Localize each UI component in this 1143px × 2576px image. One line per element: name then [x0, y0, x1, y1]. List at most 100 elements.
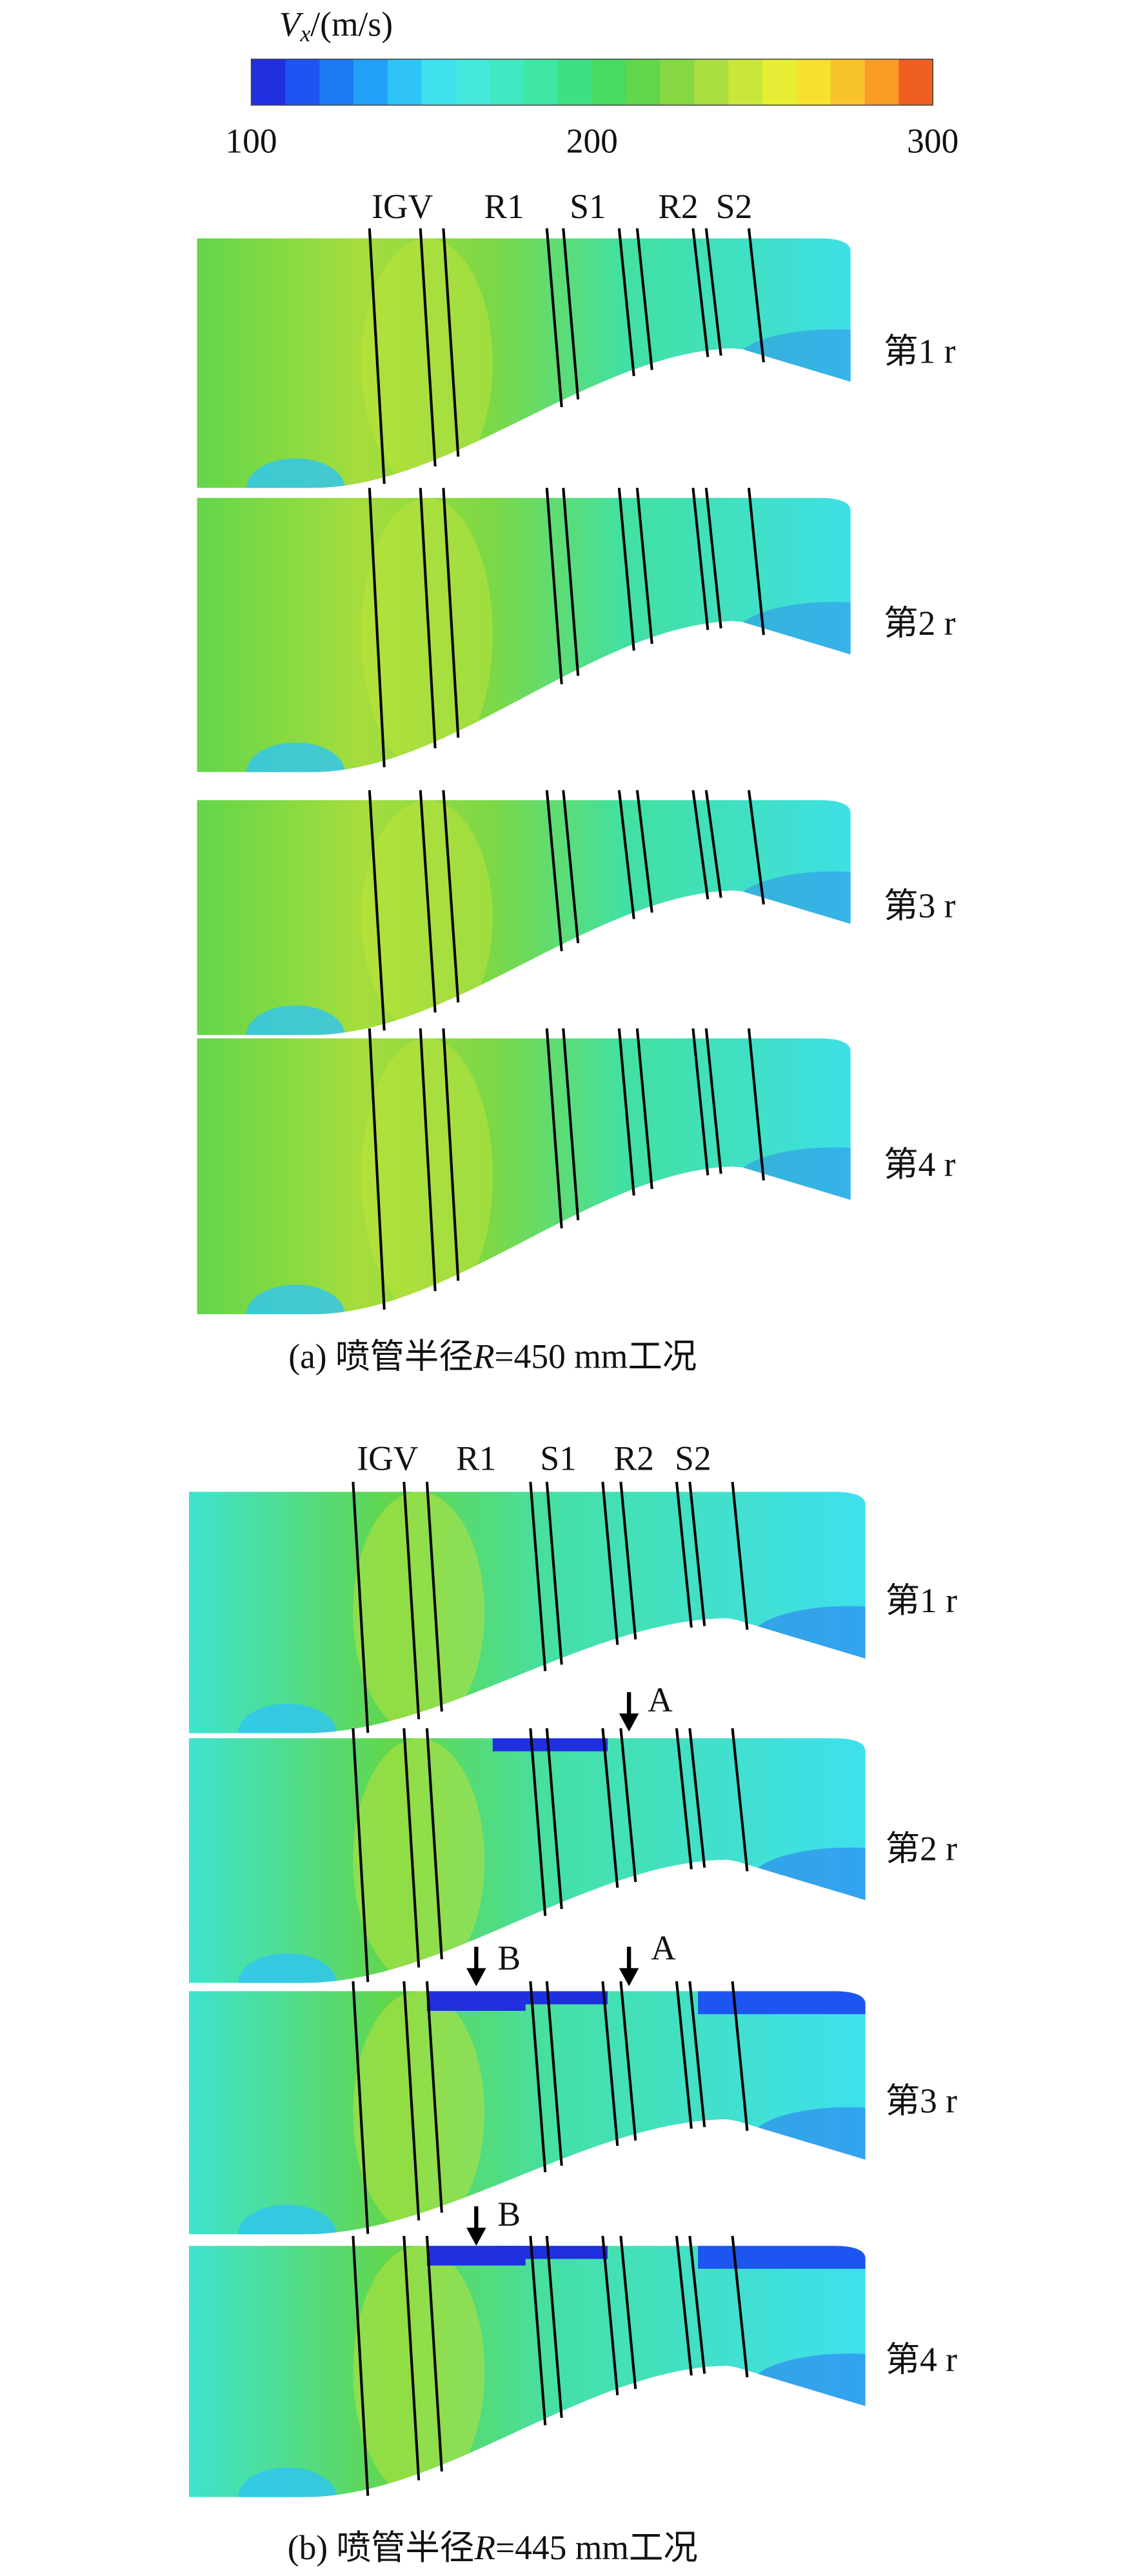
- blade-line: [704, 488, 722, 629]
- contour-zone: [246, 1284, 345, 1315]
- contour-panel: [188, 1738, 866, 1983]
- blade-line: [562, 1028, 580, 1221]
- contour-zone: [361, 1038, 493, 1315]
- contour-zone: [238, 1703, 337, 1733]
- blade-line: [688, 1481, 706, 1626]
- blade-line: [419, 488, 437, 748]
- blade-line: [545, 228, 563, 408]
- stage-label: R1: [484, 187, 524, 226]
- blade-line: [675, 1981, 693, 2129]
- blade-line: [635, 1028, 653, 1190]
- blade-line: [688, 1728, 706, 1868]
- blade-line: [601, 1981, 619, 2146]
- contour-zone: [246, 458, 345, 488]
- contour-field: [188, 1991, 866, 2235]
- separation-zone: [426, 1991, 526, 2011]
- blade-line: [691, 488, 710, 630]
- blade-line: [368, 790, 386, 1031]
- blade-line: [442, 228, 460, 457]
- separation-zone: [426, 2246, 526, 2266]
- colorbar-tick-label: 200: [566, 121, 618, 160]
- blade-line: [747, 790, 765, 905]
- blade-line: [731, 1481, 749, 1630]
- blade-line: [419, 790, 437, 1013]
- blade-line: [425, 1728, 443, 1960]
- blade-line: [545, 1481, 563, 1665]
- colorbar-swatch: [421, 59, 457, 105]
- blade-line: [545, 790, 563, 952]
- stage-label: S2: [716, 187, 752, 226]
- contour-panel: [188, 1991, 866, 2235]
- row-label: 第3 r: [886, 2081, 958, 2120]
- blade-line: [403, 2235, 421, 2481]
- caption: (b) 喷管半径R=445 mm工况: [288, 2528, 698, 2567]
- stage-label: R2: [658, 187, 698, 226]
- caption-var: R: [473, 1337, 495, 1376]
- blade-line: [617, 1028, 635, 1196]
- stage-label: R2: [614, 1439, 654, 1478]
- blade-line: [635, 488, 653, 644]
- blade-line: [352, 1981, 370, 2234]
- blade-line: [529, 1481, 547, 1672]
- contour-field: [197, 800, 851, 1035]
- annotation-label: A: [648, 1681, 673, 1719]
- contour-zone: [361, 238, 493, 488]
- blade-line: [731, 1981, 749, 2132]
- caption-prefix: (b) 喷管半径: [288, 2528, 475, 2567]
- contour-zone: [353, 2246, 485, 2497]
- colorbar-swatch: [353, 59, 388, 105]
- blade-line: [442, 1028, 460, 1281]
- blade-line: [747, 488, 765, 635]
- blade-line: [545, 2235, 563, 2418]
- colorbar-swatch: [591, 59, 627, 105]
- blade-line: [731, 1728, 749, 1872]
- contour-panel: [188, 1492, 866, 1733]
- contour-panel: [197, 238, 851, 488]
- colorbar-swatch: [524, 59, 559, 105]
- blade-line: [617, 488, 635, 651]
- caption-prefix: (a) 喷管半径: [288, 1337, 473, 1376]
- contour-field: [197, 497, 851, 772]
- blade-line: [545, 1028, 563, 1229]
- blade-line: [619, 1481, 637, 1640]
- stage-label: S2: [675, 1439, 711, 1478]
- blade-line: [545, 1728, 563, 1910]
- separation-zone: [698, 1991, 866, 2015]
- blade-line: [704, 790, 722, 898]
- contour-zone: [238, 2204, 337, 2235]
- annotation-label: B: [497, 2195, 521, 2233]
- colorbar-swatch: [660, 59, 695, 105]
- blade-line: [425, 1981, 443, 2213]
- blade-line: [619, 1981, 637, 2141]
- contour-field: [188, 1492, 866, 1733]
- contour-zone: [238, 2467, 337, 2497]
- blade-line: [352, 1481, 370, 1733]
- contour-field: [197, 1038, 851, 1315]
- blade-line: [403, 1728, 421, 1968]
- stage-label: IGV: [357, 1439, 418, 1478]
- row-label: 第2 r: [886, 1830, 958, 1868]
- caption-suffix: =445 mm工况: [495, 2528, 698, 2567]
- blade-line: [619, 2235, 637, 2390]
- contour-panel: [197, 800, 851, 1035]
- blade-line: [562, 488, 580, 676]
- blade-line: [442, 488, 460, 738]
- contour-zone: [353, 1492, 485, 1733]
- blade-line: [419, 1028, 437, 1292]
- blade-line: [419, 228, 437, 466]
- contour-zone: [238, 1953, 337, 1983]
- blade-line: [747, 228, 765, 363]
- blade-line: [425, 2235, 443, 2472]
- blade-line: [529, 1981, 547, 2173]
- colorbar-tick-label: 100: [225, 121, 277, 160]
- blade-line: [529, 1728, 547, 1916]
- colorbar-swatch: [899, 59, 933, 105]
- blade-line: [562, 790, 580, 944]
- blade-line: [675, 2235, 693, 2376]
- stage-label: S1: [540, 1439, 576, 1478]
- blade-line: [635, 228, 653, 370]
- colorbar-swatch: [251, 59, 286, 105]
- stage-label: S1: [570, 187, 606, 226]
- blade-line: [601, 1481, 619, 1645]
- blade-line: [368, 1028, 386, 1310]
